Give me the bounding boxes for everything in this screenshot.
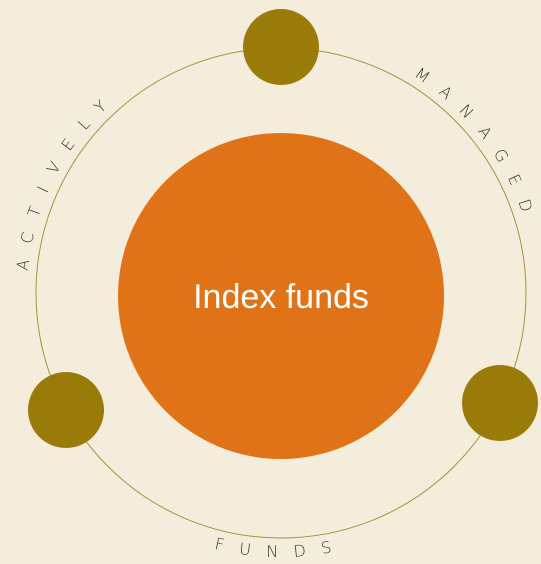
node-left	[28, 372, 104, 448]
center-circle	[118, 133, 444, 459]
node-top	[243, 9, 319, 85]
node-right	[462, 365, 538, 441]
center-label: Index funds	[193, 278, 369, 316]
